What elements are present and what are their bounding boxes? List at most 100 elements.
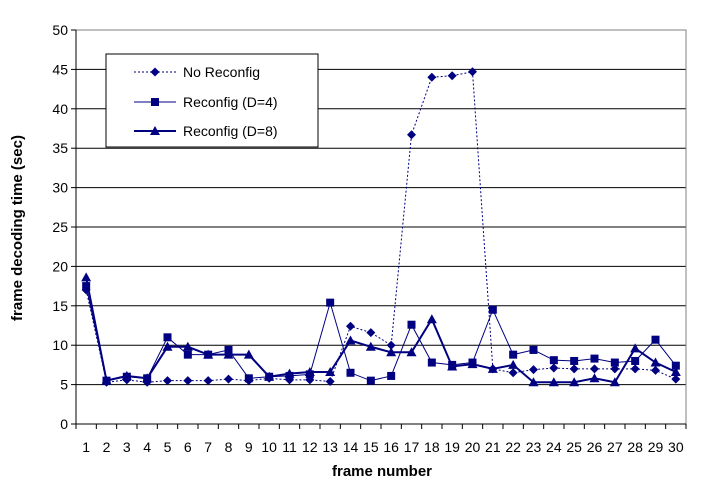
data-point-diamond — [386, 340, 396, 350]
data-point-triangle — [508, 359, 519, 369]
legend-item: No Reconfig — [134, 64, 260, 80]
legend-label: No Reconfig — [183, 64, 260, 80]
y-tick-label: 45 — [52, 61, 68, 77]
x-tick-label: 18 — [424, 439, 440, 455]
data-point-diamond — [407, 130, 416, 140]
data-point-triangle — [325, 366, 336, 376]
x-tick-label: 29 — [648, 439, 664, 455]
data-point-triangle — [406, 347, 417, 357]
data-point-square — [610, 358, 619, 367]
x-tick-label: 15 — [363, 439, 379, 455]
data-point-square — [590, 354, 599, 363]
data-point-diamond — [264, 373, 274, 383]
data-point-diamond — [244, 376, 254, 386]
y-tick-label: 35 — [52, 140, 68, 156]
x-tick-label: 14 — [343, 439, 359, 455]
data-point-triangle — [426, 314, 437, 324]
data-point-square — [468, 358, 477, 367]
data-point-triangle — [589, 373, 600, 383]
data-point-square — [427, 358, 436, 367]
y-tick-label: 40 — [52, 101, 68, 117]
data-point-triangle — [365, 341, 376, 351]
data-point-diamond — [366, 328, 376, 338]
data-point-diamond — [671, 374, 681, 384]
data-point-diamond — [163, 376, 172, 386]
x-tick-label: 11 — [282, 439, 297, 455]
x-tick-label: 8 — [225, 439, 233, 455]
y-tick-label: 15 — [52, 298, 68, 314]
x-tick-label: 21 — [485, 439, 501, 455]
x-tick-label: 6 — [184, 439, 192, 455]
data-point-diamond — [427, 72, 437, 82]
series-line — [85, 285, 677, 382]
data-point-square — [631, 356, 640, 365]
x-tick-label: 4 — [143, 439, 151, 455]
series-1 — [81, 67, 681, 387]
y-tick-label: 30 — [52, 180, 68, 196]
data-point-square — [529, 345, 538, 354]
data-point-diamond — [183, 376, 193, 386]
x-axis-title: frame number — [332, 463, 432, 480]
data-point-triangle — [386, 347, 397, 357]
data-point-diamond — [529, 365, 538, 375]
x-tick-label: 9 — [245, 439, 253, 455]
x-tick-label: 26 — [587, 439, 603, 455]
data-point-triangle — [528, 377, 539, 387]
y-tick-label: 5 — [60, 377, 68, 393]
x-tick-label: 19 — [444, 439, 460, 455]
data-point-triangle — [345, 335, 356, 345]
legend-label: Reconfig (D=4) — [183, 94, 278, 110]
y-tick-label: 25 — [52, 219, 68, 235]
x-tick-label: 28 — [627, 439, 643, 455]
x-tick-label: 23 — [526, 439, 542, 455]
data-point-square — [549, 356, 558, 365]
x-axis-ticks: 1 2 3 4 5 6 7 8 9 10 11 12 13 14 15 16 17 18 19 20 21 22 23 24 2… — [75, 424, 687, 455]
x-tick-label: 13 — [322, 439, 338, 455]
data-point-triangle — [609, 377, 620, 387]
data-point-square — [366, 376, 375, 385]
data-point-diamond — [81, 285, 91, 295]
data-point-triangle — [162, 341, 173, 351]
data-point-diamond — [285, 375, 294, 385]
legend: No Reconfig Reconfig (D=4) Reconfig (D=8) — [105, 53, 319, 148]
data-point-triangle — [630, 343, 641, 353]
data-point-triangle — [670, 366, 681, 376]
data-point-diamond — [224, 374, 233, 384]
x-tick-label: 12 — [302, 439, 318, 455]
data-point-triangle — [650, 357, 661, 367]
data-point-square — [151, 98, 159, 106]
data-point-triangle — [81, 272, 92, 282]
data-point-diamond — [305, 375, 315, 385]
data-point-diamond — [630, 364, 640, 374]
y-axis-ticks: 0 5 10 15 20 25 30 35 40 45 50 — [52, 22, 76, 432]
data-point-triangle — [548, 377, 559, 387]
data-point-diamond — [651, 365, 660, 375]
data-point-square — [570, 356, 579, 365]
data-point-triangle — [223, 349, 234, 359]
data-point-triangle — [569, 377, 580, 387]
data-point-square — [305, 370, 314, 379]
data-point-diamond — [508, 368, 518, 378]
x-tick-label: 27 — [607, 439, 623, 455]
data-point-diamond — [325, 376, 335, 386]
data-point-square — [651, 335, 660, 344]
data-point-diamond — [447, 71, 457, 81]
data-point-square — [163, 333, 172, 342]
x-tick-label: 16 — [383, 439, 399, 455]
data-point-square — [488, 305, 497, 314]
data-point-square — [509, 350, 518, 359]
x-tick-label: 5 — [164, 439, 172, 455]
y-tick-label: 50 — [52, 22, 68, 38]
series-group — [81, 67, 681, 387]
data-point-diamond — [142, 377, 152, 387]
data-point-square — [346, 368, 355, 377]
data-point-square — [204, 350, 213, 359]
x-tick-label: 2 — [103, 439, 111, 455]
data-point-square — [448, 360, 457, 369]
series-line — [85, 277, 677, 384]
data-point-diamond — [549, 363, 559, 373]
x-tick-label: 1 — [82, 439, 90, 455]
x-tick-label: 7 — [204, 439, 212, 455]
legend-item: Reconfig (D=8) — [134, 123, 278, 139]
